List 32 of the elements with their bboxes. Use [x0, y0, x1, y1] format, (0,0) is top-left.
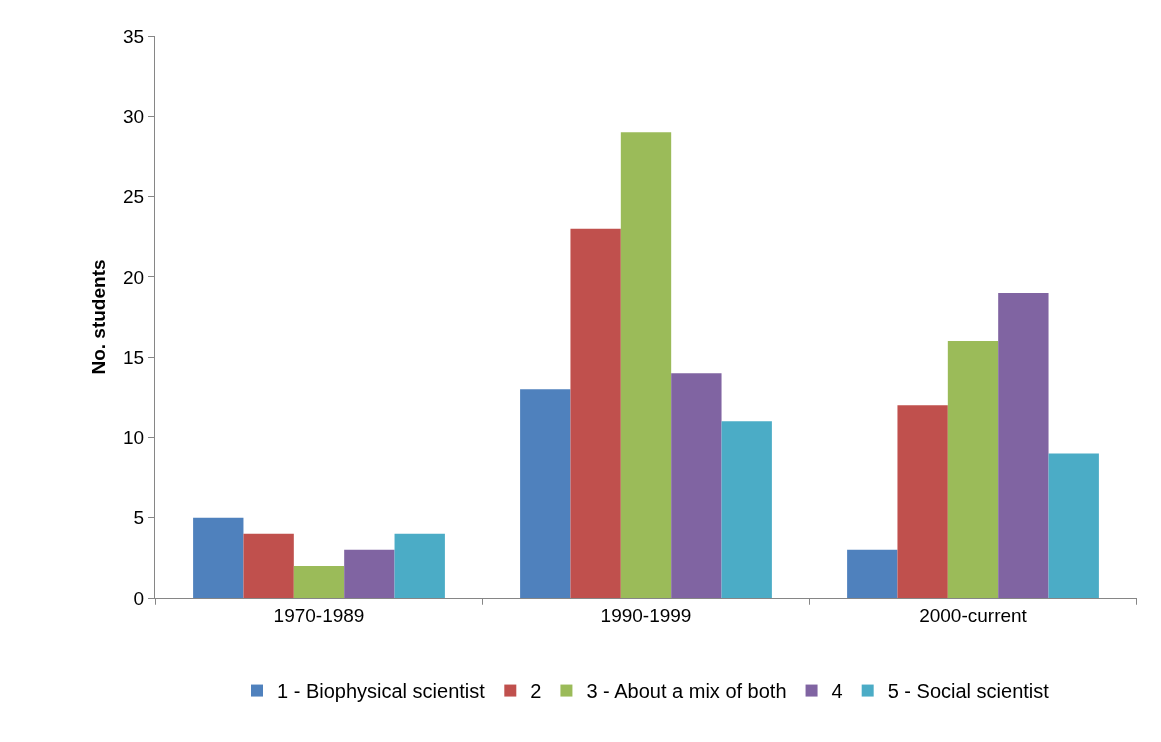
y-tick-label: 15 — [123, 346, 145, 368]
bar — [243, 533, 294, 598]
x-tick-label: 1970-1989 — [273, 604, 365, 626]
bar — [847, 549, 898, 598]
bar — [1048, 453, 1099, 598]
bar — [947, 341, 999, 598]
bar — [344, 549, 395, 598]
y-tick-label: 25 — [123, 186, 145, 208]
bar — [520, 389, 571, 598]
y-tick-label: 30 — [123, 105, 145, 127]
y-tick-label: 5 — [133, 507, 145, 529]
x-tick-label: 2000-current — [919, 604, 1028, 626]
x-tick-label: 1990-1999 — [600, 604, 692, 626]
y-axis-title: No. students — [87, 259, 109, 375]
bar — [897, 405, 948, 598]
legend-label: 1 - Biophysical scientist — [277, 680, 486, 703]
bar — [671, 373, 722, 598]
bar — [193, 517, 244, 598]
bar — [620, 132, 672, 598]
bar — [570, 228, 621, 598]
legend-label: 5 - Social scientist — [887, 680, 1050, 703]
y-tick-label: 0 — [133, 587, 145, 609]
bar — [998, 292, 1049, 598]
y-tick-label: 20 — [123, 266, 145, 288]
bar — [394, 533, 445, 598]
bar — [293, 565, 345, 598]
legend-label: 4 — [831, 680, 843, 703]
legend-label: 2 — [530, 680, 542, 703]
y-tick-label: 10 — [123, 427, 145, 449]
bar — [721, 421, 772, 598]
y-tick-label: 35 — [123, 25, 145, 47]
legend-label: 3 - About a mix of both — [586, 680, 787, 703]
